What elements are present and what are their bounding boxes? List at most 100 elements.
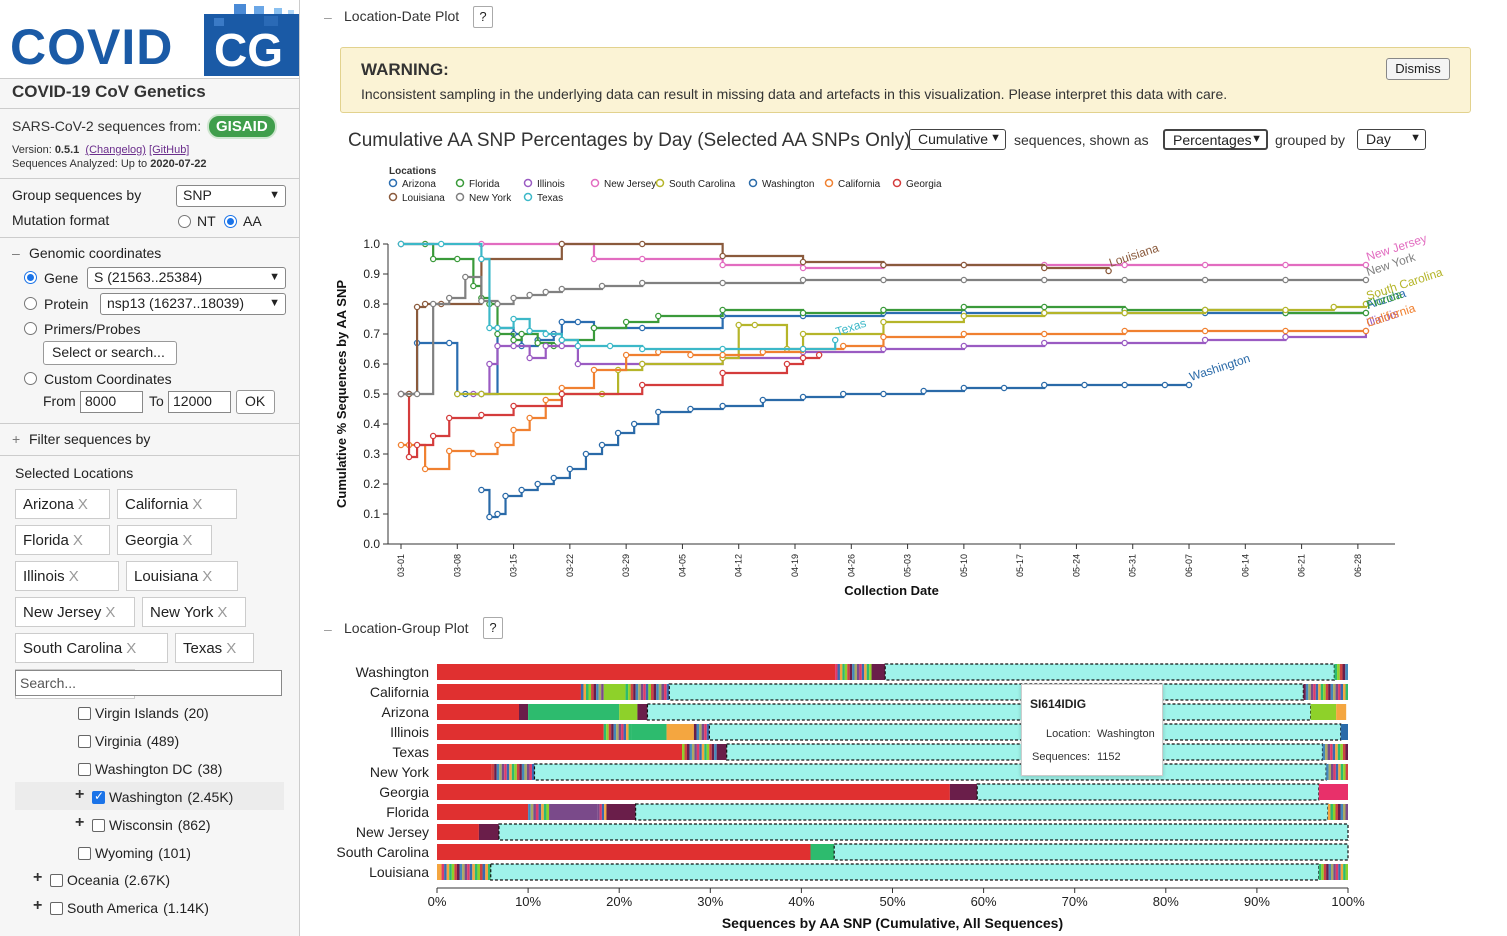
bar-segment (474, 864, 478, 880)
tree-expand-icon[interactable]: + (33, 897, 43, 914)
group-by-select[interactable]: SNP ▼ (176, 185, 286, 207)
protein-radio[interactable] (24, 297, 37, 310)
bar-segment (716, 744, 727, 760)
tree-expand-icon[interactable]: + (33, 869, 43, 886)
tree-item-checkbox[interactable] (78, 735, 91, 748)
data-point (1330, 303, 1338, 311)
bar-segment (650, 684, 654, 700)
bar-segment (1315, 684, 1319, 700)
tree-item-label: Washington (109, 789, 183, 805)
ok-button[interactable]: OK (236, 390, 275, 414)
filter-expand-icon[interactable]: + (12, 431, 21, 447)
tree-expand-icon[interactable]: + (75, 814, 85, 831)
format-nt-label: NT (197, 213, 216, 229)
bar-segment (704, 744, 707, 760)
gene-radio[interactable] (24, 271, 37, 284)
tree-item-checkbox[interactable] (50, 874, 63, 887)
analyzed-label: Sequences Analyzed: Up to (12, 158, 148, 170)
gisaid-link[interactable]: GISAID (207, 114, 277, 139)
dismiss-button[interactable]: Dismiss (1386, 58, 1450, 80)
bar-category-label: Arizona (382, 704, 430, 720)
bar-segment (1345, 804, 1348, 820)
mode-select[interactable]: Cumulative ▼ (909, 129, 1006, 150)
series-line (481, 383, 1190, 519)
bar-segment (526, 764, 530, 780)
data-point (397, 390, 405, 398)
remove-tag-icon[interactable]: X (68, 568, 79, 585)
bar-segment (668, 683, 1304, 701)
tree-item[interactable]: Washington DC (38) (95, 761, 222, 777)
bar-segment (1330, 744, 1333, 760)
custom-coords-radio[interactable] (24, 372, 37, 385)
data-point (510, 336, 517, 344)
data-point (799, 276, 807, 284)
data-point (486, 324, 493, 332)
data-point (880, 333, 887, 341)
tree-item[interactable]: Wisconsin (862) (109, 817, 210, 833)
format-aa-radio[interactable] (224, 215, 237, 228)
gene-select[interactable]: S (21563..25384) ▼ (87, 267, 286, 289)
tree-item-count: (862) (177, 817, 211, 833)
tree-item[interactable]: South America (1.14K) (67, 900, 209, 916)
bar-segment (976, 783, 1320, 801)
location-search-input[interactable]: Search... (15, 670, 282, 696)
tree-item[interactable]: Virgin Islands (20) (95, 705, 209, 721)
to-input[interactable]: 12000 (168, 391, 231, 413)
location-group-chart[interactable]: Washington California Arizona Illinois Texas… (301, 646, 1507, 936)
legend-entry: Illinois (537, 179, 565, 190)
data-point (622, 351, 630, 359)
data-point (590, 366, 598, 374)
shown-as-select[interactable]: Percentages ▼ (1163, 129, 1268, 150)
tree-item[interactable]: Oceania (2.67K) (67, 872, 170, 888)
remove-tag-icon[interactable]: X (226, 640, 237, 657)
gene-label: Gene (44, 270, 79, 286)
primers-radio[interactable] (24, 322, 37, 335)
grouped-by-select[interactable]: Day ▼ (1357, 129, 1426, 150)
version-label: Version: (12, 144, 52, 156)
tree-item[interactable]: Washington (2.45K) (109, 789, 233, 805)
data-point (1282, 276, 1289, 284)
x-tick-label: 80% (1153, 894, 1179, 909)
y-tick-label: 0.9 (363, 267, 380, 281)
tree-expand-icon[interactable]: + (75, 786, 85, 803)
tree-item[interactable]: Wyoming (101) (95, 845, 191, 861)
selected-locations-label: Selected Locations (15, 465, 134, 481)
tree-item-checkbox[interactable] (78, 763, 91, 776)
from-input[interactable]: 8000 (80, 391, 143, 413)
remove-tag-icon[interactable]: X (182, 532, 193, 549)
loc-date-collapse-icon[interactable]: – (324, 9, 332, 25)
bar-segment (1335, 764, 1339, 780)
remove-tag-icon[interactable]: X (72, 532, 83, 549)
tree-item[interactable]: Virginia (489) (95, 733, 179, 749)
primers-select-button[interactable]: Select or search... (43, 341, 177, 365)
remove-tag-icon[interactable]: X (77, 496, 88, 513)
github-link[interactable]: [GitHub] (149, 144, 190, 156)
loc-date-help-button[interactable]: ? (473, 6, 493, 28)
genomic-collapse-icon[interactable]: – (12, 245, 20, 261)
remove-tag-icon[interactable]: X (105, 604, 116, 621)
remove-tag-icon[interactable]: X (217, 604, 228, 621)
bar-segment (837, 664, 840, 680)
format-nt-radio[interactable] (178, 215, 191, 228)
tree-item-checkbox[interactable] (92, 819, 105, 832)
filter-label[interactable]: Filter sequences by (29, 431, 151, 447)
location-date-chart[interactable]: Locations Arizona Florida Illinois New Jerse… (301, 158, 1507, 618)
loc-group-help-button[interactable]: ? (483, 617, 503, 639)
tooltip: SI614IDIG Location: Washington Sequences… (1021, 684, 1163, 776)
tree-item-checkbox[interactable] (50, 902, 63, 915)
data-point (1081, 381, 1088, 389)
tree-item-checkbox[interactable] (78, 847, 91, 860)
tree-item-label: South America (67, 900, 159, 916)
bar-segment (699, 744, 702, 760)
tree-item-checkbox[interactable] (92, 789, 105, 804)
data-point (960, 276, 968, 284)
bar-segment (1340, 804, 1343, 820)
remove-tag-icon[interactable]: X (126, 640, 137, 657)
tree-item-checkbox[interactable] (78, 707, 91, 720)
remove-tag-icon[interactable]: X (202, 568, 213, 585)
protein-select[interactable]: nsp13 (16237..18039) ▼ (100, 293, 286, 315)
remove-tag-icon[interactable]: X (192, 496, 203, 513)
data-point (719, 402, 726, 410)
loc-group-collapse-icon[interactable]: – (324, 621, 332, 637)
changelog-link[interactable]: (Changelog) (85, 144, 146, 156)
